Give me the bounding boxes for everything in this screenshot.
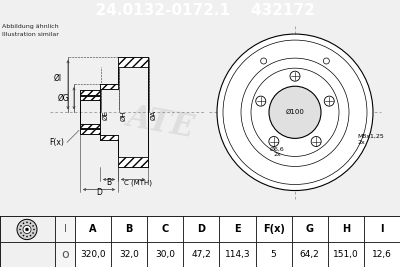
- Circle shape: [19, 229, 21, 230]
- Text: B: B: [106, 178, 112, 187]
- Bar: [100, 135, 118, 140]
- Text: 320,0: 320,0: [80, 250, 106, 259]
- Circle shape: [30, 235, 31, 236]
- Circle shape: [32, 232, 34, 234]
- Circle shape: [290, 71, 300, 81]
- Text: 30,0: 30,0: [155, 250, 175, 259]
- Text: Abbildung ähnlich: Abbildung ähnlich: [2, 24, 59, 29]
- Text: F(x): F(x): [263, 224, 284, 234]
- Text: D: D: [96, 187, 102, 197]
- Bar: [256, 242, 292, 267]
- Bar: [80, 90, 100, 95]
- Circle shape: [323, 58, 329, 64]
- Text: 64,2: 64,2: [300, 250, 320, 259]
- Bar: [147, 242, 183, 267]
- Bar: [220, 242, 256, 267]
- Bar: [118, 57, 148, 67]
- Circle shape: [217, 34, 373, 191]
- Text: E: E: [234, 224, 241, 234]
- Text: 151,0: 151,0: [333, 250, 359, 259]
- Text: F(x): F(x): [50, 138, 64, 147]
- Bar: [147, 216, 183, 242]
- Bar: [256, 216, 292, 242]
- Bar: [292, 242, 328, 267]
- Bar: [183, 242, 220, 267]
- Bar: [75, 216, 111, 242]
- Bar: [75, 242, 111, 267]
- Text: D: D: [197, 224, 205, 234]
- Text: C: C: [162, 224, 169, 234]
- Circle shape: [20, 225, 22, 227]
- Bar: [220, 216, 256, 242]
- Bar: [328, 216, 364, 242]
- Circle shape: [20, 232, 22, 234]
- Bar: [55, 242, 75, 267]
- Bar: [364, 242, 400, 267]
- Bar: [0, 216, 55, 242]
- Text: M8x1,25: M8x1,25: [357, 134, 384, 138]
- Text: 5: 5: [271, 250, 276, 259]
- Circle shape: [261, 58, 267, 64]
- Bar: [111, 216, 147, 242]
- Bar: [183, 216, 220, 242]
- Text: ØI: ØI: [54, 74, 62, 83]
- Text: 2x: 2x: [357, 140, 365, 146]
- Circle shape: [26, 222, 28, 223]
- Bar: [292, 216, 328, 242]
- Text: 47,2: 47,2: [192, 250, 211, 259]
- Bar: [111, 242, 147, 267]
- Circle shape: [324, 96, 334, 106]
- Bar: [328, 242, 364, 267]
- Circle shape: [33, 229, 35, 230]
- Bar: [55, 216, 75, 242]
- Text: 114,3: 114,3: [225, 250, 250, 259]
- Circle shape: [23, 225, 31, 234]
- Bar: [0, 242, 55, 267]
- Text: C (MTH): C (MTH): [124, 179, 152, 186]
- Bar: [80, 129, 100, 134]
- Circle shape: [17, 219, 37, 239]
- Bar: [364, 216, 400, 242]
- Text: ØG: ØG: [58, 94, 70, 103]
- Text: H: H: [342, 224, 350, 234]
- Text: I: I: [64, 225, 66, 234]
- Text: Ø100: Ø100: [286, 109, 304, 115]
- Circle shape: [269, 136, 279, 147]
- Text: Ø6,6: Ø6,6: [270, 146, 284, 151]
- Text: o: o: [61, 248, 69, 261]
- Text: 2x: 2x: [273, 152, 281, 158]
- Text: ATE: ATE: [124, 101, 196, 143]
- Text: Illustration similar: Illustration similar: [2, 32, 59, 37]
- Text: G: G: [306, 224, 314, 234]
- Circle shape: [256, 96, 266, 106]
- Text: ØA: ØA: [151, 110, 157, 120]
- Circle shape: [311, 136, 321, 147]
- Circle shape: [269, 86, 321, 138]
- Text: I: I: [380, 224, 384, 234]
- Bar: [100, 84, 118, 89]
- Circle shape: [23, 235, 24, 236]
- Text: B: B: [126, 224, 133, 234]
- Circle shape: [26, 228, 28, 231]
- Circle shape: [30, 222, 31, 224]
- Bar: [80, 96, 100, 100]
- Text: 24.0132-0172.1    432172: 24.0132-0172.1 432172: [85, 2, 315, 18]
- Circle shape: [26, 236, 28, 237]
- Text: 32,0: 32,0: [119, 250, 139, 259]
- Text: A: A: [89, 224, 97, 234]
- Text: 12,6: 12,6: [372, 250, 392, 259]
- Circle shape: [32, 225, 34, 227]
- Bar: [118, 158, 148, 167]
- Text: ØE: ØE: [103, 111, 109, 120]
- Text: ØH: ØH: [121, 110, 127, 121]
- Bar: [80, 124, 100, 128]
- Circle shape: [23, 222, 24, 224]
